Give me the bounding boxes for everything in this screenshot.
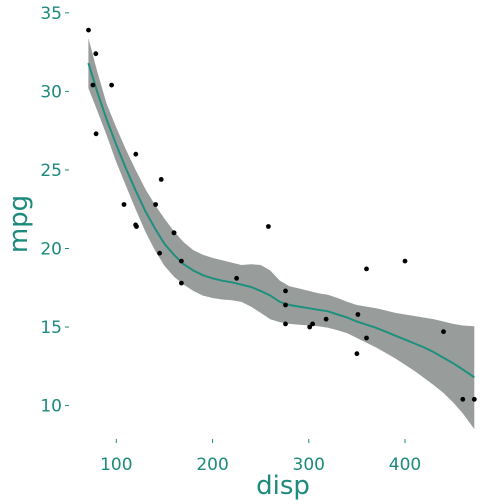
data-point	[323, 316, 329, 322]
data-point	[460, 396, 466, 402]
x-axis: 100 200 300 400	[100, 439, 421, 475]
x-tick-label: 100	[100, 455, 132, 475]
data-point	[93, 131, 99, 137]
data-point	[441, 329, 446, 335]
data-point	[90, 82, 96, 88]
data-point	[283, 321, 288, 327]
data-point	[283, 302, 288, 308]
data-point	[133, 151, 139, 157]
y-tick-label: 20	[40, 239, 62, 259]
confidence-band-layer	[88, 38, 475, 430]
data-point	[179, 258, 184, 264]
data-point	[402, 258, 408, 264]
y-axis-title: mpg	[4, 195, 34, 253]
confidence-band	[88, 38, 475, 430]
data-point	[355, 312, 361, 317]
data-point	[86, 27, 91, 33]
data-point	[310, 321, 315, 327]
y-tick-label: 35	[40, 4, 62, 24]
data-point	[471, 396, 477, 402]
smooth-line-layer	[87, 62, 475, 379]
data-point	[307, 324, 313, 330]
data-point	[283, 288, 288, 294]
data-point	[266, 224, 271, 229]
data-point	[157, 250, 163, 256]
x-axis-title: disp	[256, 471, 310, 501]
y-tick-label: 30	[40, 82, 62, 102]
data-points-layer	[86, 27, 477, 402]
y-tick-label: 25	[40, 161, 62, 181]
x-tick-label: 300	[293, 455, 325, 475]
data-point	[134, 224, 139, 229]
data-point	[234, 275, 240, 281]
data-point	[153, 202, 159, 207]
y-tick-label: 10	[40, 397, 62, 417]
data-point	[171, 230, 177, 236]
data-point	[93, 51, 99, 57]
y-axis: 10 15 20 25 30 35	[40, 4, 69, 417]
data-point	[364, 266, 369, 272]
data-point	[354, 351, 360, 357]
data-point	[109, 82, 114, 88]
data-point	[179, 280, 184, 286]
data-point	[158, 177, 164, 182]
x-tick-label: 400	[389, 455, 421, 475]
data-point	[364, 335, 369, 341]
data-point	[121, 202, 127, 207]
smooth-line	[87, 62, 475, 379]
y-tick-label: 15	[40, 318, 62, 338]
x-tick-label: 200	[196, 455, 228, 475]
